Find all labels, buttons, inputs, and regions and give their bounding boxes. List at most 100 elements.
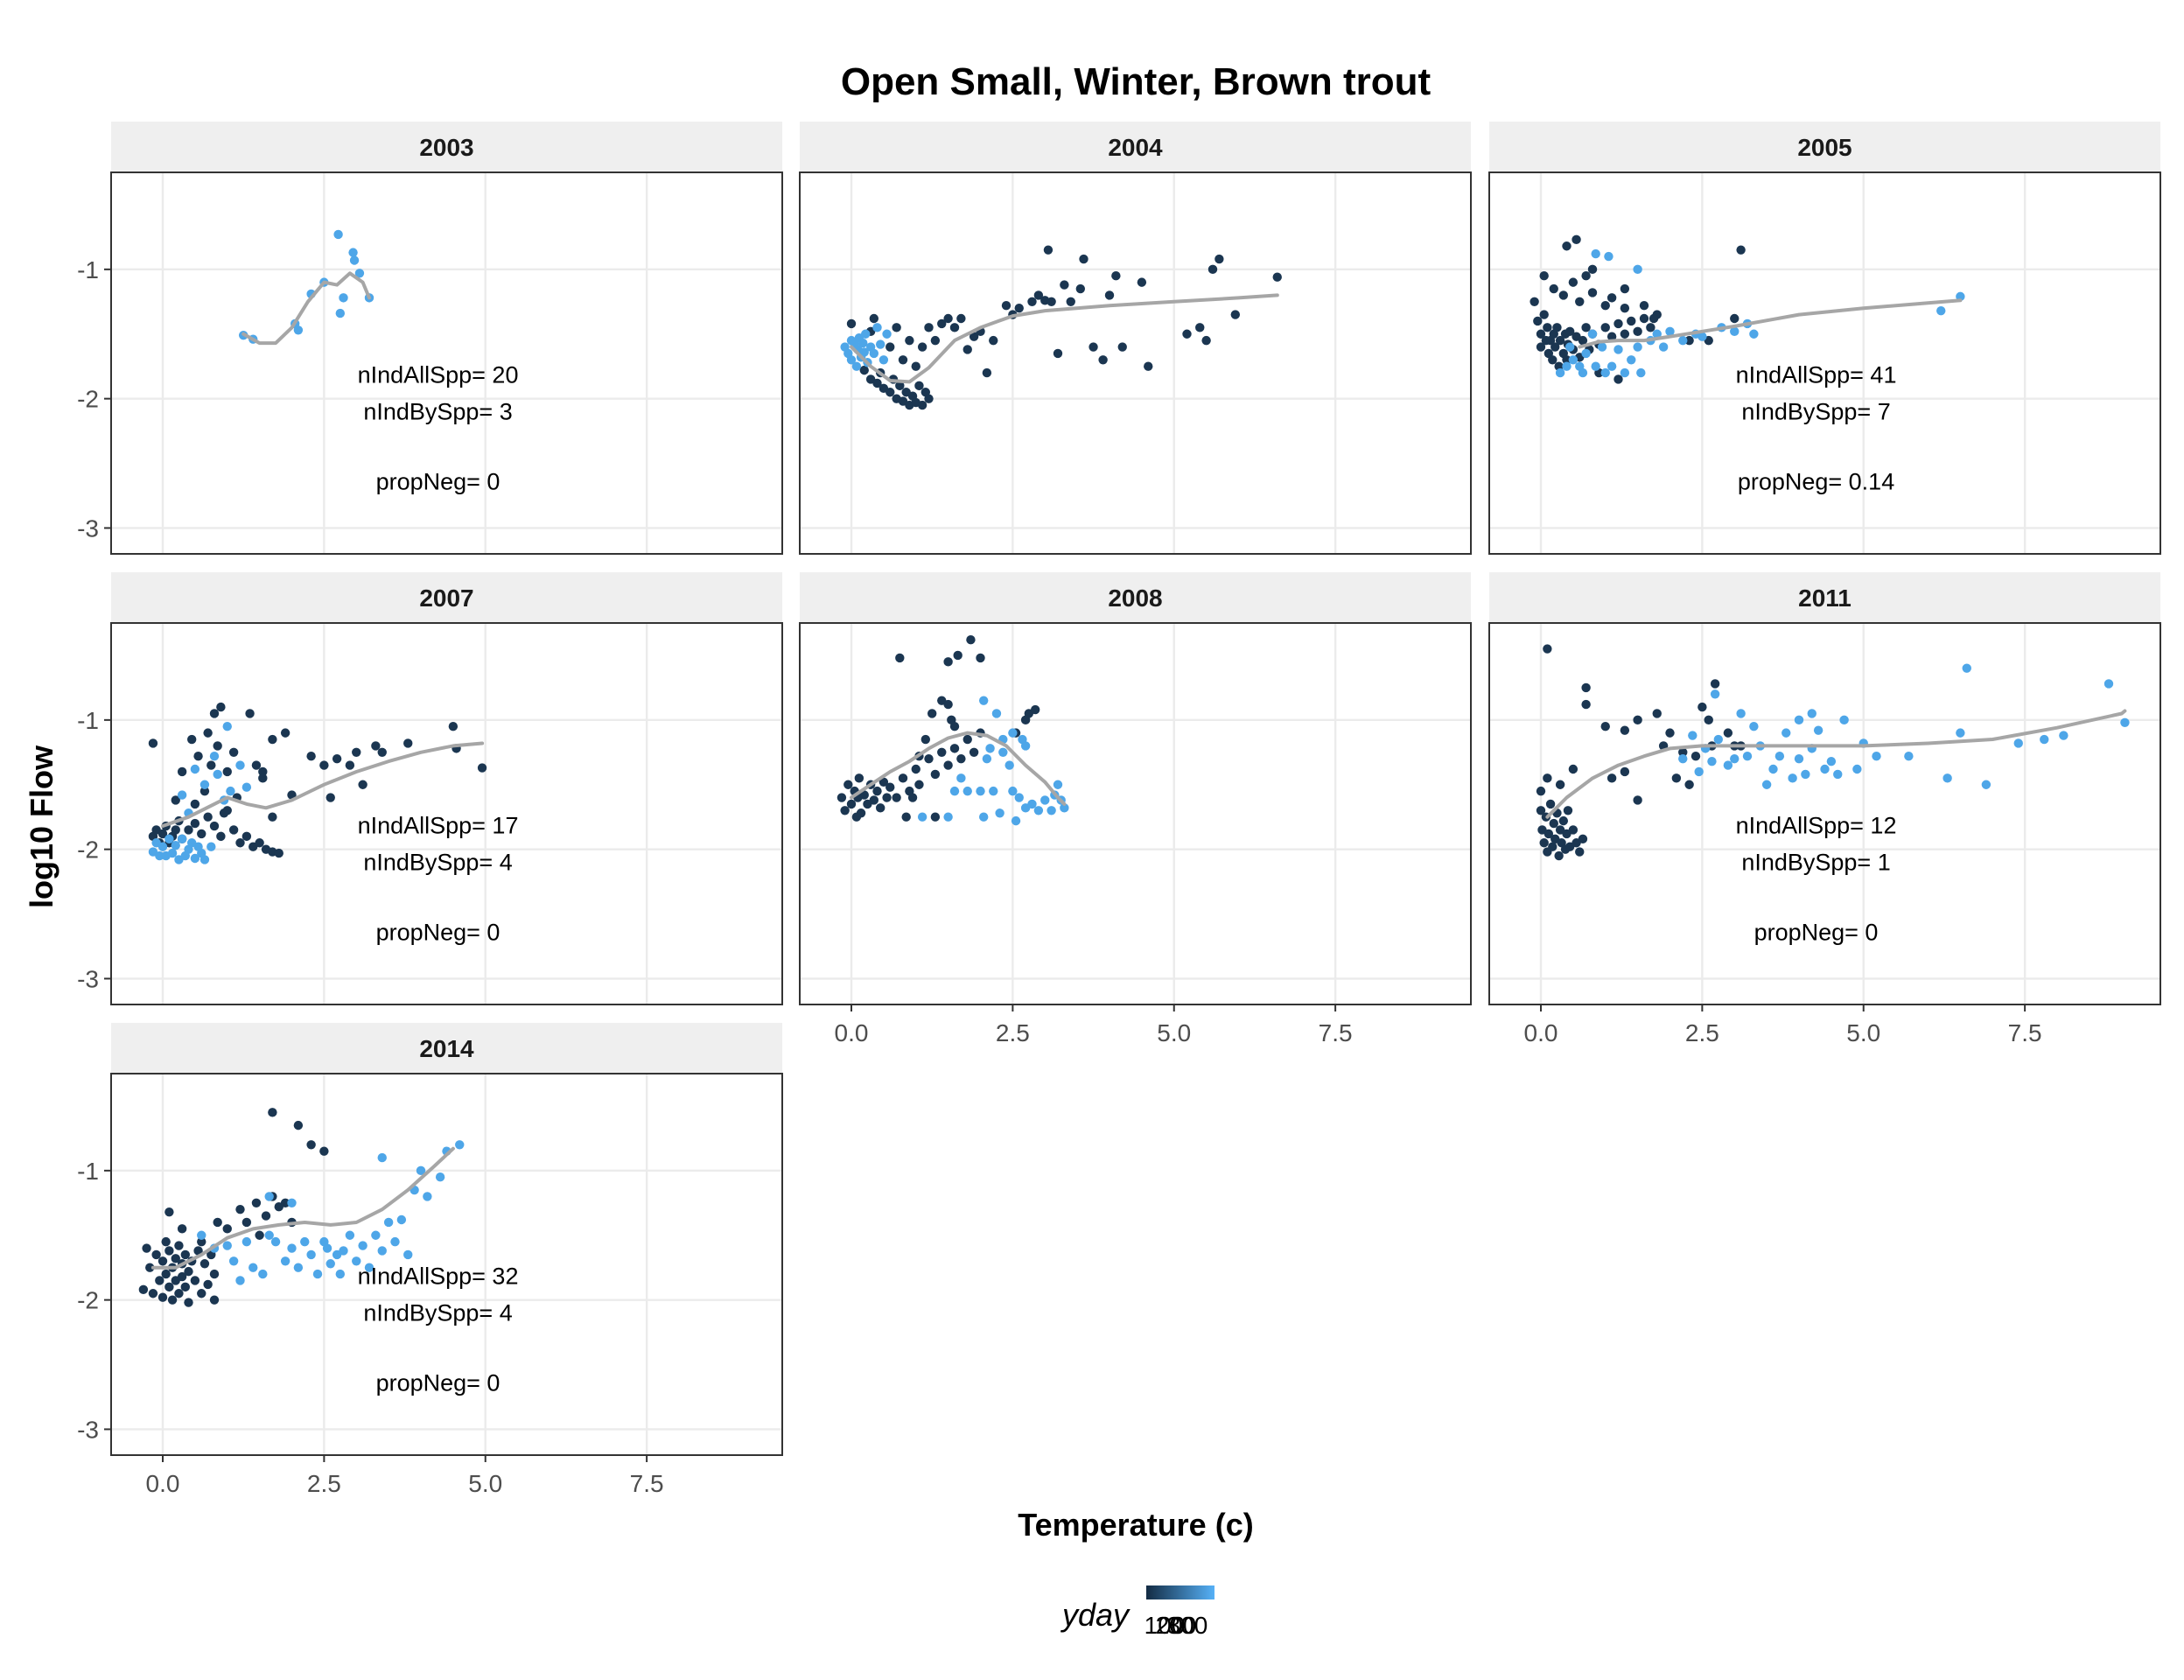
data-point <box>1075 284 1086 294</box>
data-point <box>177 834 187 844</box>
data-point <box>354 269 365 278</box>
data-point <box>435 1172 445 1182</box>
data-point <box>203 1279 213 1290</box>
data-point <box>177 766 187 777</box>
annotation-text: nIndAllSpp= 32 <box>358 1264 519 1290</box>
smooth-trend-line <box>242 271 371 346</box>
data-point <box>2040 734 2049 745</box>
data-points <box>840 245 1282 410</box>
data-point <box>251 1198 262 1208</box>
data-point <box>148 738 158 748</box>
data-point <box>982 368 992 378</box>
panel-annotation: nIndAllSpp= 41 nIndBySpp= 7 propNeg= 0.14 <box>1736 362 1897 495</box>
data-point <box>1563 806 1573 816</box>
data-point <box>306 1250 316 1260</box>
annotation-text: nIndAllSpp= 20 <box>358 362 519 388</box>
data-point <box>1730 326 1740 336</box>
data-point <box>235 838 245 848</box>
data-point <box>280 728 290 738</box>
data-point <box>1558 290 1569 300</box>
facet-panel-2004: 2004 <box>799 122 1472 555</box>
data-point <box>345 1230 355 1240</box>
x-tick-label: 0.0 <box>146 1470 180 1497</box>
data-point <box>1723 760 1733 770</box>
data-point <box>326 793 335 802</box>
data-point <box>1633 264 1642 275</box>
data-point <box>1548 842 1558 851</box>
data-point <box>878 777 889 787</box>
data-point <box>924 323 934 332</box>
data-point <box>326 1259 335 1269</box>
data-point <box>190 853 200 864</box>
smooth-trend-line <box>850 293 1279 384</box>
data-point <box>364 1263 374 1272</box>
data-point <box>1033 290 1044 300</box>
data-point <box>962 786 972 796</box>
data-point <box>1633 715 1642 725</box>
data-point <box>1684 335 1694 346</box>
facet-panel-2005: 2005 nIndAllSpp= 41 nIndBySpp= 7 propNeg= 0… <box>1488 122 2161 555</box>
data-point <box>1543 323 1552 332</box>
facet-panel-2008: 2008 <box>799 572 1472 1005</box>
data-point <box>213 769 222 780</box>
panel-border <box>1488 172 2161 555</box>
data-point <box>1707 756 1717 766</box>
facet-strip-label: 2014 <box>419 1035 474 1062</box>
data-point <box>396 1214 407 1225</box>
data-point <box>167 1295 178 1305</box>
data-point <box>1794 753 1804 764</box>
data-point <box>1549 818 1558 829</box>
data-point <box>1710 690 1720 699</box>
data-point <box>982 753 992 764</box>
data-point <box>930 335 941 346</box>
data-point <box>840 806 850 816</box>
data-point <box>1046 297 1056 306</box>
data-point <box>924 394 934 403</box>
data-point <box>222 1241 232 1250</box>
data-point <box>293 1120 304 1130</box>
data-point <box>1646 323 1656 332</box>
data-point <box>293 1263 304 1272</box>
data-point <box>1671 774 1682 783</box>
data-point <box>1826 756 1837 766</box>
data-point <box>177 1271 187 1282</box>
data-point <box>261 1211 271 1221</box>
data-point <box>155 1276 164 1285</box>
data-point <box>1053 780 1063 789</box>
data-point <box>895 381 905 391</box>
data-point <box>319 760 329 770</box>
data-point <box>985 744 995 753</box>
data-point <box>914 381 924 391</box>
data-point <box>917 812 928 822</box>
data-point <box>228 747 239 757</box>
data-point <box>1620 284 1630 294</box>
data-point <box>1942 774 1952 783</box>
data-point <box>898 355 908 365</box>
legend-title: yday <box>1060 1597 1130 1633</box>
data-point <box>1801 769 1810 780</box>
data-point <box>1636 368 1646 378</box>
data-point <box>1788 774 1797 783</box>
data-point <box>174 1289 184 1298</box>
data-point <box>1794 715 1804 725</box>
data-point <box>477 763 487 773</box>
data-point <box>1117 342 1127 352</box>
data-point <box>1852 764 1862 774</box>
data-point <box>1690 752 1701 761</box>
annotation-text: nIndBySpp= 4 <box>363 1300 512 1326</box>
data-point <box>177 1224 187 1234</box>
data-point <box>1060 803 1069 813</box>
data-point <box>1545 799 1556 809</box>
data-point <box>1539 310 1549 319</box>
data-point <box>2104 679 2114 689</box>
data-point <box>998 747 1008 757</box>
panel-background <box>1489 172 2160 554</box>
facet-strip-label: 2008 <box>1108 584 1162 612</box>
facet-strip <box>800 122 1471 172</box>
data-point <box>206 760 216 770</box>
data-point <box>242 1236 252 1247</box>
data-point <box>1549 284 1558 294</box>
data-point <box>1633 342 1642 352</box>
data-point <box>2059 731 2068 740</box>
